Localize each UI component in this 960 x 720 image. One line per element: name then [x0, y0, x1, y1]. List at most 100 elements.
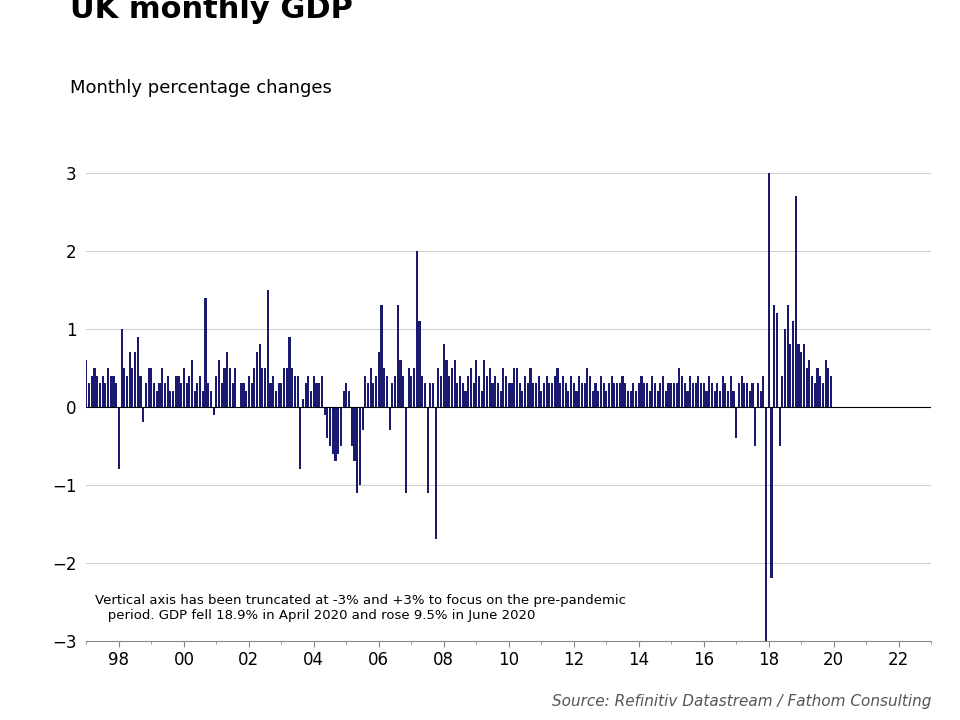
Bar — [105, 383, 107, 407]
Bar — [270, 383, 272, 407]
Bar — [814, 383, 816, 407]
Bar — [545, 376, 548, 407]
Bar — [584, 383, 586, 407]
Bar — [738, 383, 740, 407]
Bar — [334, 407, 337, 462]
Bar — [102, 376, 104, 407]
Bar — [492, 383, 493, 407]
Bar — [275, 391, 277, 407]
Bar — [719, 391, 721, 407]
Bar — [735, 407, 737, 438]
Bar — [240, 383, 242, 407]
Bar — [215, 376, 217, 407]
Bar — [740, 376, 743, 407]
Bar — [224, 368, 226, 407]
Bar — [180, 383, 182, 407]
Bar — [448, 376, 450, 407]
Bar — [697, 376, 700, 407]
Bar — [107, 368, 109, 407]
Bar — [126, 376, 128, 407]
Bar — [811, 376, 813, 407]
Bar — [695, 383, 697, 407]
Bar — [438, 368, 440, 407]
Bar — [221, 383, 223, 407]
Bar — [178, 376, 180, 407]
Bar — [405, 407, 407, 492]
Bar — [389, 407, 391, 430]
Bar — [256, 352, 258, 407]
Bar — [91, 376, 93, 407]
Bar — [486, 376, 489, 407]
Bar — [277, 383, 279, 407]
Bar — [808, 360, 810, 407]
Bar — [197, 383, 199, 407]
Bar — [161, 368, 163, 407]
Bar — [516, 368, 518, 407]
Bar — [611, 376, 612, 407]
Bar — [396, 305, 398, 407]
Bar — [616, 383, 618, 407]
Bar — [499, 391, 502, 407]
Bar — [375, 376, 377, 407]
Bar — [825, 360, 827, 407]
Bar — [462, 383, 464, 407]
Bar — [828, 368, 829, 407]
Bar — [676, 383, 678, 407]
Bar — [673, 383, 675, 407]
Bar — [372, 383, 374, 407]
Bar — [649, 391, 651, 407]
Bar — [164, 383, 166, 407]
Bar — [264, 368, 266, 407]
Bar — [708, 376, 710, 407]
Bar — [700, 383, 702, 407]
Bar — [280, 383, 282, 407]
Bar — [121, 329, 123, 407]
Bar — [469, 368, 472, 407]
Bar — [803, 344, 805, 407]
Bar — [231, 383, 233, 407]
Bar — [132, 368, 133, 407]
Bar — [453, 360, 456, 407]
Bar — [689, 376, 691, 407]
Bar — [392, 383, 394, 407]
Bar — [779, 407, 780, 446]
Bar — [245, 391, 248, 407]
Bar — [746, 383, 748, 407]
Bar — [578, 376, 580, 407]
Bar — [85, 360, 87, 407]
Bar — [340, 407, 342, 446]
Bar — [786, 305, 789, 407]
Bar — [830, 376, 832, 407]
Bar — [402, 376, 404, 407]
Bar — [399, 360, 401, 407]
Bar — [527, 383, 529, 407]
Bar — [465, 391, 467, 407]
Bar — [559, 383, 562, 407]
Bar — [514, 368, 516, 407]
Bar — [346, 383, 348, 407]
Bar — [302, 399, 304, 407]
Bar — [573, 383, 575, 407]
Bar — [619, 383, 621, 407]
Bar — [535, 383, 537, 407]
Bar — [770, 407, 773, 578]
Bar — [776, 313, 778, 407]
Bar — [575, 391, 578, 407]
Bar — [722, 376, 724, 407]
Bar — [551, 383, 553, 407]
Bar — [684, 383, 685, 407]
Bar — [768, 173, 770, 407]
Bar — [210, 391, 212, 407]
Bar — [440, 376, 443, 407]
Bar — [234, 368, 236, 407]
Bar — [304, 383, 307, 407]
Bar — [597, 391, 599, 407]
Bar — [630, 391, 632, 407]
Bar — [253, 368, 255, 407]
Bar — [646, 383, 648, 407]
Bar — [445, 360, 447, 407]
Text: Vertical axis has been truncated at -3% and +3% to focus on the pre-pandemic
   : Vertical axis has been truncated at -3% … — [95, 594, 626, 622]
Bar — [456, 383, 459, 407]
Bar — [589, 376, 591, 407]
Bar — [762, 376, 764, 407]
